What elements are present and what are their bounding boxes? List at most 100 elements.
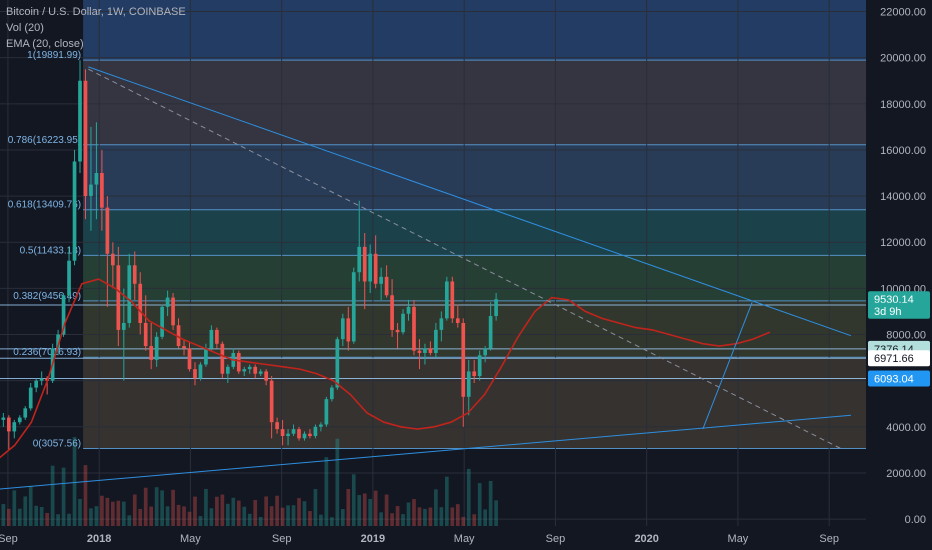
fib-zones — [83, 0, 866, 450]
candle-body — [291, 429, 296, 434]
volume-bar — [78, 498, 82, 526]
volume-bar — [225, 503, 230, 526]
symbol-title[interactable]: Bitcoin / U.S. Dollar, 1W, COINBASE — [6, 6, 186, 18]
volume-bar — [450, 507, 455, 526]
candle-body — [138, 283, 143, 323]
candle-body — [483, 348, 488, 356]
candle-body — [132, 265, 137, 284]
candle-body — [100, 173, 104, 208]
volume-bar — [439, 507, 444, 526]
volume-bar — [373, 490, 378, 526]
volume-bar — [362, 493, 367, 526]
candle-body — [401, 313, 405, 333]
volume-bar — [466, 468, 471, 526]
candle-body — [461, 322, 466, 397]
price-label-box — [868, 370, 930, 387]
candle-body — [204, 348, 208, 365]
volume-bar — [379, 512, 383, 526]
volume-bar — [406, 502, 411, 526]
fib-level-label: 0.618(13409.76) — [8, 200, 81, 211]
candle-body — [264, 371, 268, 381]
time-tick-label: May — [728, 533, 749, 545]
volume-bar — [434, 489, 438, 526]
candle-body — [121, 322, 126, 330]
volume-bar — [67, 513, 71, 526]
volume-bar — [34, 505, 39, 526]
fib-zone — [83, 255, 866, 301]
time-tick-label: 2020 — [634, 533, 658, 545]
ema-line — [0, 278, 771, 459]
volume-bar — [395, 506, 400, 526]
volume-indicator-label[interactable]: Vol (20) — [6, 22, 44, 34]
candle-body — [384, 276, 389, 296]
candle-body — [368, 253, 373, 282]
price-tick-label: 14000.00 — [880, 191, 926, 203]
volume-bar — [187, 511, 192, 526]
volume-bar — [242, 506, 247, 526]
candle-body — [56, 334, 60, 349]
candle-body — [198, 364, 203, 379]
volume-bar — [351, 474, 356, 526]
candle-body — [17, 417, 22, 423]
price-tick-label: 8000.00 — [886, 330, 926, 342]
volume-bar — [149, 506, 154, 526]
volume-bar — [264, 496, 268, 526]
candle-body — [34, 380, 39, 388]
candle-body — [160, 306, 164, 337]
candle-body — [275, 422, 279, 430]
candle-body — [297, 429, 301, 439]
candle-body — [78, 80, 82, 162]
volume-bar — [488, 480, 493, 526]
volume-bar — [253, 500, 258, 526]
volume-bar — [45, 512, 49, 526]
volume-bar — [28, 486, 33, 526]
ema-indicator-label[interactable]: EMA (20, close) — [6, 38, 84, 50]
candle-body — [1, 417, 6, 420]
candle-body — [379, 276, 383, 284]
candle-body — [72, 161, 77, 261]
legend: Bitcoin / U.S. Dollar, 1W, COINBASE Vol … — [6, 4, 186, 52]
price-tick-label: 20000.00 — [880, 53, 926, 65]
candle-body — [127, 265, 132, 323]
volume-bar — [220, 494, 225, 526]
candle-body — [330, 387, 334, 400]
candle-body — [171, 297, 175, 326]
candle-body — [286, 433, 290, 437]
candle-body — [308, 433, 312, 437]
volume-bar — [132, 494, 137, 526]
trendline — [702, 302, 753, 430]
fib-level-label: 0.236(7016.93) — [13, 347, 81, 358]
price-label-text: 6093.04 — [874, 374, 914, 386]
candle-body — [319, 424, 323, 427]
candle-body — [357, 246, 362, 273]
candle-body — [362, 246, 367, 282]
candle-body — [28, 387, 33, 409]
candle-body — [280, 429, 285, 437]
price-tick-label: 16000.00 — [880, 145, 926, 157]
volume-bar — [89, 508, 93, 526]
candle-body — [351, 272, 356, 342]
volume-bar — [138, 509, 143, 526]
time-axis[interactable]: Sep 2018 May Sep 2019 May Sep 2020 May Sep — [0, 526, 932, 550]
volume-bar — [461, 516, 466, 526]
time-tick-label: 2019 — [361, 533, 385, 545]
candle-body — [258, 371, 263, 374]
fib-zone — [83, 209, 866, 256]
candle-body — [193, 369, 197, 379]
volume-bar — [12, 490, 17, 526]
volume-bar — [121, 501, 126, 526]
volume-bar — [368, 498, 373, 526]
volume-bars — [1, 437, 498, 526]
candle-body — [61, 295, 66, 335]
candle-body — [313, 426, 318, 437]
time-tick-label: May — [180, 533, 201, 545]
time-tick-label: Sep — [0, 533, 18, 545]
volume-bar — [340, 509, 345, 526]
time-tick-label: Sep — [819, 533, 839, 545]
candle-body — [220, 343, 225, 374]
price-axis[interactable]: 0.002000.004000.006000.008000.0010000.00… — [866, 0, 932, 550]
volume-bar — [231, 497, 236, 526]
candle-body — [143, 322, 148, 347]
